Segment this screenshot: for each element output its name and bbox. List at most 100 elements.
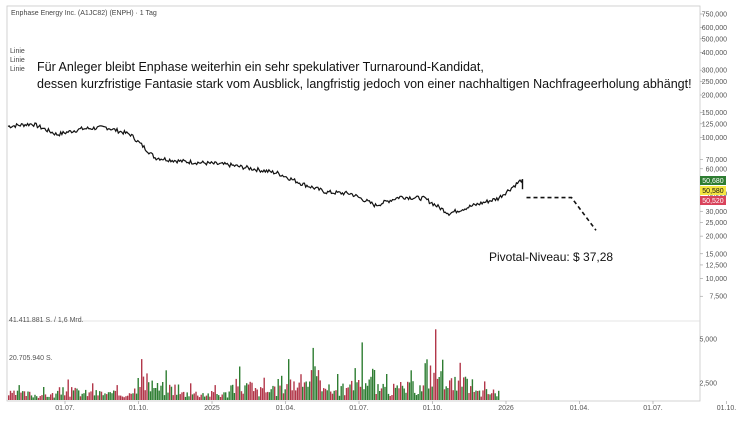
volume-bar [207,393,209,400]
volume-bar [340,386,342,400]
volume-label-mid: 20.705.940 S. [9,355,53,362]
volume-bar [358,380,360,400]
volume-bar [37,397,40,400]
volume-bar [18,385,20,400]
price-badge-last-text: 50,580 [702,188,724,195]
volume-bar [447,388,449,400]
volume-bar [356,382,358,400]
volume-bar [8,395,10,400]
volume-bar [179,394,181,400]
volume-tick-label: 2,500 [699,381,717,388]
volume-bar [405,392,407,400]
volume-bar [232,384,234,400]
volume-bar [442,359,444,400]
volume-bar [260,387,262,400]
y-tick-label: 750,000 [702,12,727,19]
volume-bar [422,385,425,400]
volume-bar [29,391,31,400]
volume-bar [415,395,418,400]
volume-bar [373,370,376,400]
volume-bar [163,395,166,400]
volume-bar [401,385,404,400]
volume-bar [468,393,470,400]
volume-bar [288,359,290,400]
volume-bar [141,359,143,400]
volume-bar [69,396,71,400]
volume-bar [263,377,265,400]
volume-bar [296,387,299,400]
volume-bar [174,384,176,400]
instrument-title: Enphase Energy Inc. (A1JC82) (ENPH) · 1 … [11,10,157,17]
volume-bar [396,385,398,400]
annotation-line-1: Für Anleger bleibt Enphase weiterhin ein… [37,60,484,74]
volume-bar [457,380,460,400]
volume-bar [268,392,271,400]
volume-bar [225,392,227,400]
volume-bar [158,390,160,400]
legend-item-2[interactable]: Linie [10,57,25,64]
x-tick-label: 01.07. [643,405,663,412]
volume-bar [221,394,223,400]
volume-bar [456,390,458,400]
volume-bar [393,383,395,400]
volume-bar [386,374,388,400]
volume-bar [74,387,76,400]
volume-bar [177,384,180,400]
volume-bar [265,392,267,400]
volume-bar [214,385,216,400]
volume-bar [135,393,138,400]
volume-bar [492,389,495,400]
volume-bar [431,386,433,400]
volume-bar [114,390,117,400]
volume-bar [57,390,59,400]
volume-bar [205,395,208,400]
volume-bar [237,386,239,400]
volume-bar [65,391,68,400]
volume-bar [279,385,281,400]
volume-bar [242,393,244,400]
volume-bar [88,392,90,400]
volume-bar [22,391,24,400]
x-tick-label: 2026 [498,405,514,412]
volume-bar [319,380,321,400]
price-badge-low-text: 50,520 [702,198,724,205]
price-series[interactable] [7,122,524,217]
volume-bar [321,391,323,400]
volume-bar [463,377,465,400]
volume-bar [233,393,236,400]
volume-bar [345,388,348,400]
volume-bar [435,329,437,400]
legend-item-3[interactable]: Linie [10,66,25,73]
volume-bar [160,385,162,400]
volume-bar [153,388,155,400]
volume-bar [193,393,195,400]
volume-bar [148,382,150,400]
y-tick-label: 150,000 [702,110,727,117]
volume-bar [328,384,330,400]
volume-bar [244,385,246,400]
volume-bar [284,389,286,400]
volume-bar [403,388,405,400]
volume-bar [496,396,498,400]
volume-bar [170,386,173,400]
volume-bar [478,390,481,400]
legend-item-1[interactable]: Linie [10,48,25,55]
volume-bar [118,395,120,400]
volume-bar [277,379,279,400]
volume-bar [289,379,292,400]
volume-bar [97,395,99,400]
x-tick-label: 2025 [204,405,220,412]
volume-bar [25,396,27,400]
annotation-line-2: dessen kurzfristige Fantasie stark vom A… [37,77,692,91]
volume-bar [93,395,96,400]
volume-bar [375,394,377,400]
volume-bar [484,381,486,400]
volume-bar [436,378,439,400]
volume-bar [200,394,202,400]
volume-bar [351,380,353,400]
volume-bar [312,347,314,400]
volume-bar [450,378,453,400]
price-line[interactable] [7,122,524,217]
volume-bar [261,388,264,400]
